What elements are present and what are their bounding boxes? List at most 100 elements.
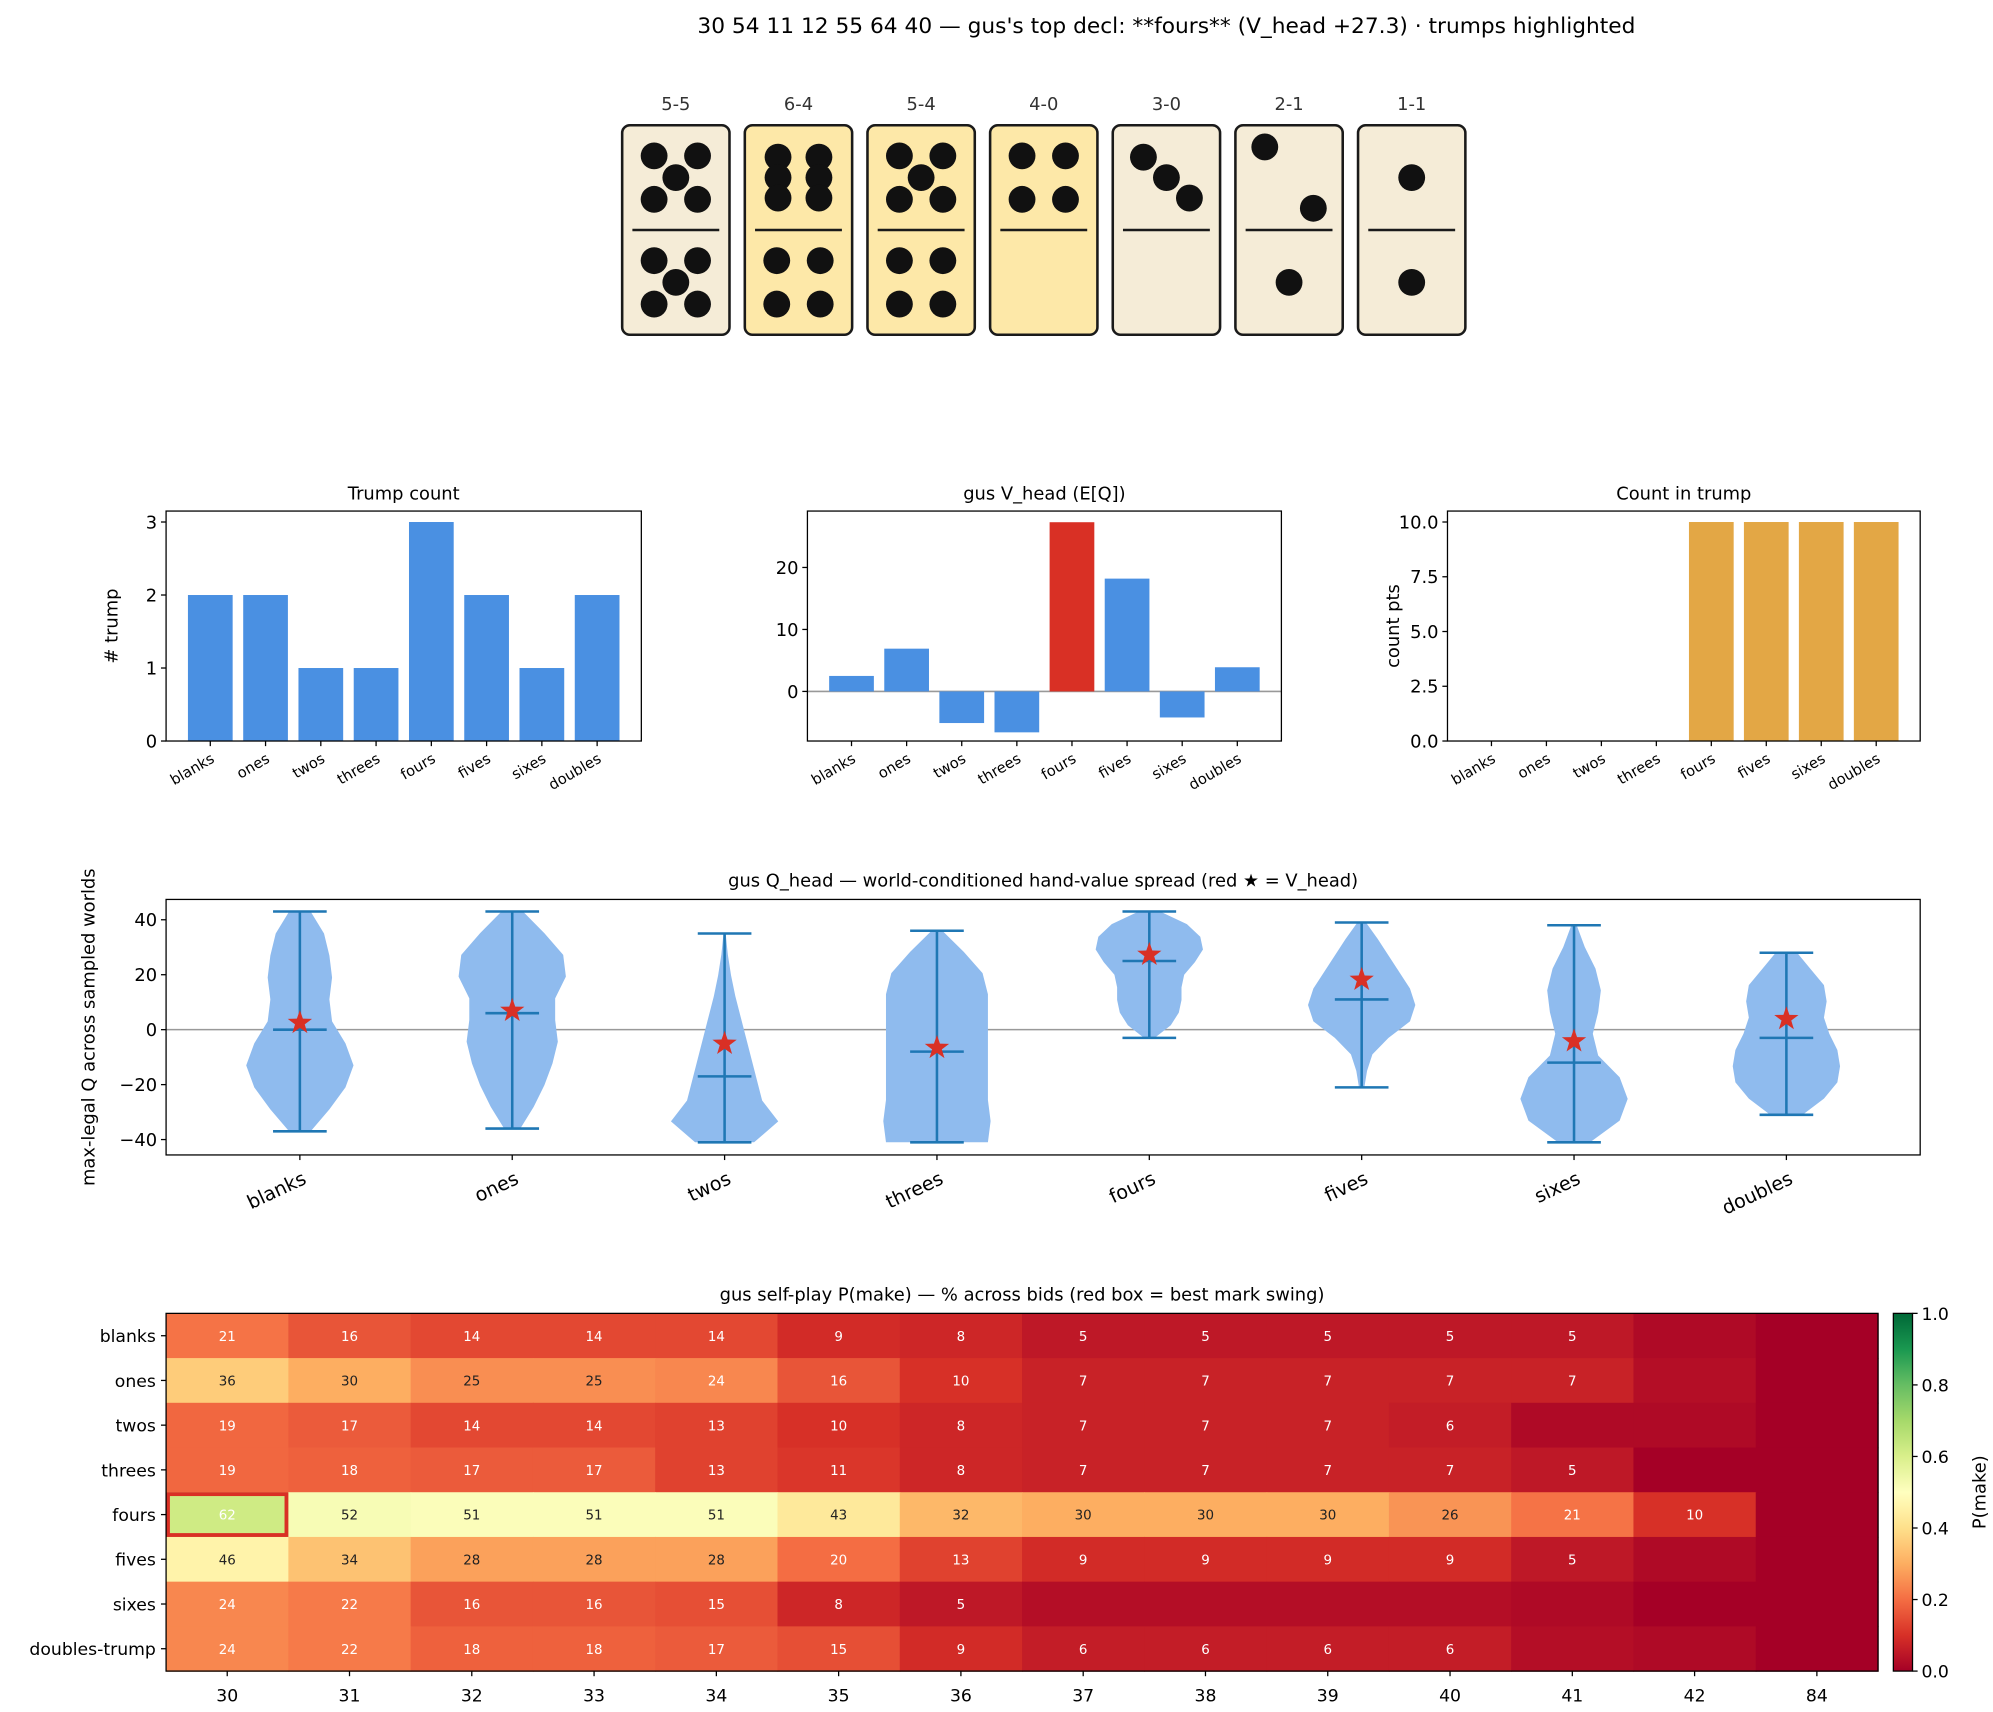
pip bbox=[1130, 143, 1157, 171]
cell-label: 22 bbox=[341, 1598, 358, 1613]
colorbar-tick-label: 0.8 bbox=[1921, 1376, 1948, 1396]
heatmap-cell bbox=[777, 1402, 901, 1449]
heatmap-cell bbox=[899, 1581, 1023, 1628]
cell-label: 7 bbox=[1079, 1464, 1088, 1479]
x-tick-label: 32 bbox=[461, 1687, 483, 1707]
heatmap-cell bbox=[532, 1402, 656, 1449]
domino-5-4: 5-4 bbox=[866, 94, 977, 337]
heatmap-cell bbox=[1022, 1626, 1145, 1672]
cell-label: 7 bbox=[1201, 1464, 1210, 1479]
pip bbox=[763, 290, 791, 318]
colorbar bbox=[1892, 1312, 1914, 1672]
heatmap-cell bbox=[166, 1536, 290, 1583]
bar-chart-1: gus V_head (E[Q]) blanks ones twos threes fou… bbox=[776, 484, 1283, 794]
heatmap-cell bbox=[1633, 1358, 1757, 1404]
heatmap-cell bbox=[1755, 1313, 1879, 1359]
bar-chart-0: Trump count # trump blanks ones twos threes fo… bbox=[102, 484, 642, 794]
y-tick-label: fours bbox=[112, 1506, 156, 1526]
heatmap-cell bbox=[1388, 1626, 1512, 1672]
cell-label: 17 bbox=[463, 1464, 480, 1479]
pip bbox=[1052, 185, 1079, 213]
x-tick-label: doubles bbox=[546, 750, 604, 794]
cell-label: 6 bbox=[1446, 1643, 1455, 1658]
heatmap-cell bbox=[532, 1358, 656, 1404]
cell-label: 46 bbox=[219, 1553, 236, 1568]
y-tick-label: 10.0 bbox=[1399, 512, 1439, 533]
domino-label: 2-1 bbox=[1274, 94, 1303, 115]
bar-sixes bbox=[1798, 522, 1844, 742]
y-tick-label: 20 bbox=[134, 965, 157, 986]
pip bbox=[805, 164, 833, 192]
domino-4-0: 4-0 bbox=[988, 94, 1099, 337]
heatmap-cell bbox=[410, 1536, 534, 1583]
x-tick-label: blanks bbox=[809, 750, 859, 789]
x-tick-label: 41 bbox=[1561, 1687, 1583, 1707]
x-tick-label: 36 bbox=[950, 1687, 972, 1707]
heatmap-cell bbox=[655, 1313, 779, 1359]
bar-doubles bbox=[1853, 522, 1899, 742]
bar-fours bbox=[408, 522, 454, 742]
x-tick-label: ones bbox=[234, 750, 273, 782]
y-tick-label: 5.0 bbox=[1410, 622, 1438, 643]
heatmap-cell bbox=[532, 1313, 656, 1359]
cell-label: 16 bbox=[586, 1598, 603, 1613]
cell-label: 25 bbox=[463, 1375, 480, 1390]
chart-title: gus self-play P(make) — % across bids (r… bbox=[720, 1285, 1325, 1306]
domino-6-4: 6-4 bbox=[743, 94, 854, 337]
bar-fives bbox=[1743, 522, 1789, 742]
heatmap-cell bbox=[532, 1492, 656, 1538]
heatmap-cell bbox=[1755, 1536, 1879, 1583]
x-tick-label: 35 bbox=[828, 1687, 850, 1707]
heatmap-cell bbox=[1022, 1313, 1145, 1359]
cell-label: 8 bbox=[957, 1464, 966, 1479]
cell-label: 14 bbox=[463, 1419, 480, 1434]
cell-label: 6 bbox=[1323, 1643, 1332, 1658]
pip bbox=[1153, 164, 1180, 192]
x-tick-label: threes bbox=[975, 750, 1024, 788]
chart-title: gus V_head (E[Q]) bbox=[963, 484, 1125, 505]
pip bbox=[1398, 268, 1426, 296]
bar-sixes bbox=[519, 668, 565, 742]
cell-label: 5 bbox=[1568, 1553, 1577, 1568]
y-axis-label: count pts bbox=[1383, 584, 1404, 668]
heatmap-cell bbox=[1022, 1492, 1145, 1538]
y-tick-label: 0 bbox=[787, 682, 798, 703]
pip bbox=[806, 290, 834, 318]
heatmap-cell bbox=[655, 1536, 779, 1583]
heatmap-cell bbox=[1266, 1447, 1390, 1493]
heatmap-cell bbox=[655, 1402, 779, 1449]
cell-label: 5 bbox=[1323, 1330, 1332, 1345]
cell-label: 14 bbox=[708, 1330, 725, 1345]
heatmap-cell bbox=[1022, 1447, 1145, 1493]
x-tick-label: doubles bbox=[1825, 750, 1883, 794]
pip bbox=[806, 247, 834, 275]
heatmap-cell bbox=[1022, 1402, 1145, 1449]
cell-label: 17 bbox=[708, 1643, 725, 1658]
pip bbox=[805, 143, 833, 171]
v-head-star bbox=[712, 1030, 737, 1055]
cell-label: 7 bbox=[1079, 1375, 1088, 1390]
v-head-star bbox=[1137, 941, 1162, 965]
cell-label: 52 bbox=[341, 1509, 358, 1524]
cell-label: 30 bbox=[1197, 1509, 1214, 1524]
heatmap-cell bbox=[1511, 1626, 1635, 1672]
cell-label: 7 bbox=[1446, 1375, 1455, 1390]
domino-hand: 5-5 6-4 5-4 4-0 3-0 2-1 1-1 bbox=[620, 94, 1467, 337]
cell-label: 32 bbox=[952, 1509, 969, 1524]
x-tick-label: doubles bbox=[1718, 1167, 1796, 1220]
chart-title: Trump count bbox=[347, 484, 460, 505]
cell-label: 14 bbox=[586, 1419, 603, 1434]
cell-label: 8 bbox=[957, 1330, 966, 1345]
x-tick-label: fours bbox=[398, 750, 439, 783]
heatmap-cell bbox=[1388, 1536, 1512, 1583]
heatmap-cell bbox=[1388, 1581, 1512, 1628]
pip bbox=[1008, 185, 1036, 213]
bar-fives bbox=[464, 595, 509, 742]
cell-label: 7 bbox=[1323, 1419, 1332, 1434]
cell-label: 24 bbox=[219, 1598, 236, 1613]
bar-fives bbox=[1104, 578, 1150, 692]
x-tick-label: 38 bbox=[1195, 1687, 1217, 1707]
heatmap-cell bbox=[1511, 1402, 1635, 1449]
domino-label: 5-4 bbox=[907, 94, 936, 115]
cell-label: 24 bbox=[219, 1643, 236, 1658]
